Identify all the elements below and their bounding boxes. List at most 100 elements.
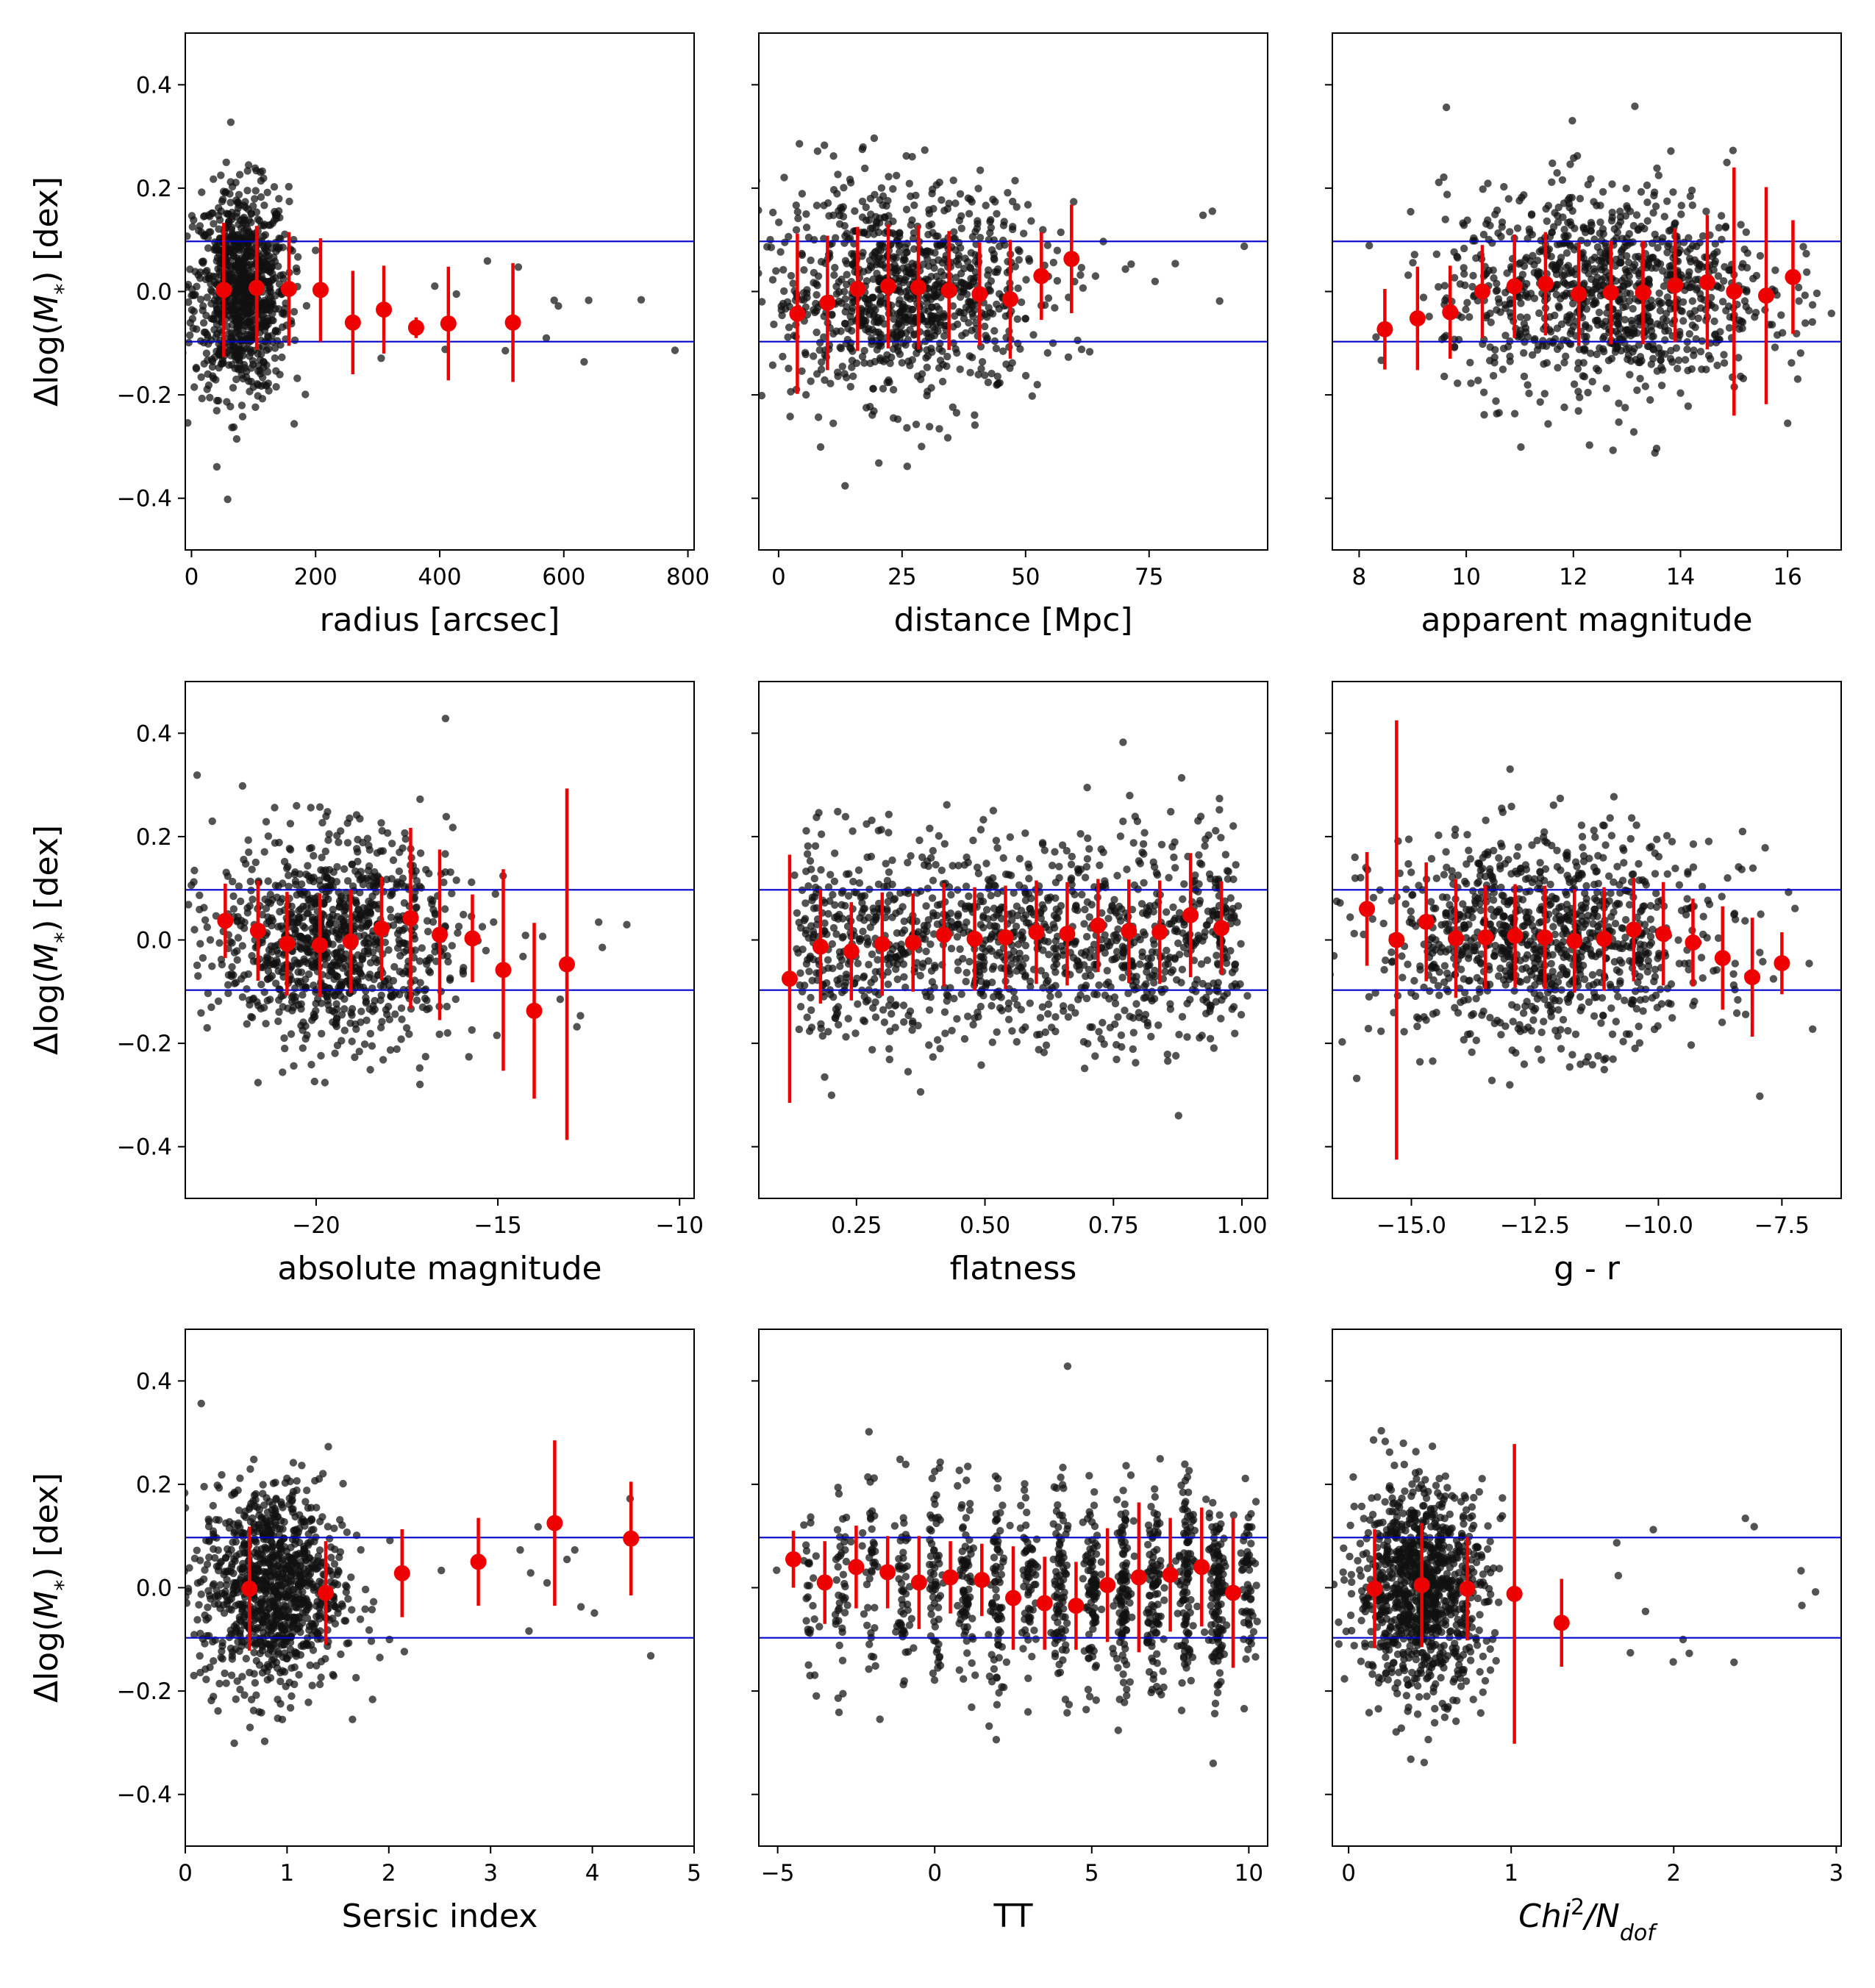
scatter-point: [317, 1052, 324, 1059]
scatter-point: [199, 302, 207, 310]
scatter-point: [1487, 343, 1494, 351]
scatter-point: [303, 302, 310, 310]
scatter-point: [257, 193, 265, 201]
scatter-point: [441, 905, 449, 912]
scatter-point: [1560, 278, 1567, 285]
scatter-point: [859, 248, 866, 256]
scatter-point: [1524, 333, 1532, 340]
scatter-point: [1009, 198, 1016, 205]
scatter-point: [843, 373, 850, 381]
scatter-point: [1029, 331, 1037, 338]
scatter-point: [1441, 282, 1449, 289]
x-axis-label: absolute magnitude: [277, 1250, 601, 1287]
scatter-point: [275, 195, 282, 202]
scatter-point: [802, 351, 810, 358]
scatter-point: [930, 264, 938, 271]
scatter-point: [423, 957, 430, 965]
scatter-point: [262, 1020, 269, 1027]
scatter-point: [234, 913, 241, 920]
scatter-point: [1114, 1013, 1121, 1020]
scatter-point: [860, 360, 868, 367]
scatter-point: [1715, 224, 1723, 232]
scatter-point: [1175, 1031, 1182, 1038]
scatter-point: [1215, 806, 1223, 813]
scatter-point: [1679, 307, 1686, 315]
scatter-point: [1526, 229, 1533, 236]
scatter-point: [991, 268, 999, 276]
scatter-point: [396, 916, 403, 923]
scatter-point: [1596, 218, 1604, 226]
scatter-point: [1657, 363, 1665, 371]
scatter-point: [454, 929, 461, 937]
scatter-point: [199, 257, 207, 265]
scatter-point: [813, 201, 821, 209]
scatter-point: [217, 207, 224, 215]
scatter-point: [1630, 428, 1638, 435]
scatter-point: [259, 395, 266, 402]
scatter-point: [281, 1045, 288, 1052]
scatter-point: [862, 295, 869, 302]
scatter-point: [377, 354, 385, 362]
scatter-point: [981, 323, 988, 330]
x-tick-label: 0: [771, 564, 786, 590]
scatter-point: [311, 1078, 318, 1085]
scatter-point: [377, 982, 385, 990]
scatter-point: [261, 299, 268, 307]
scatter-point: [1099, 1019, 1106, 1026]
scatter-point: [1651, 188, 1658, 196]
scatter-point: [841, 296, 849, 303]
scatter-point: [276, 898, 284, 906]
x-tick-label: 400: [418, 564, 461, 590]
scatter-point: [245, 970, 252, 978]
scatter-point: [416, 795, 424, 803]
y-tick-label: 0.2: [136, 176, 172, 202]
scatter-point: [1229, 905, 1237, 912]
scatter-point: [1490, 372, 1497, 379]
scatter-point: [888, 1010, 895, 1018]
scatter-point: [696, 342, 703, 349]
scatter-point: [1435, 283, 1442, 290]
scatter-point: [1685, 272, 1692, 279]
scatter-point: [993, 210, 1000, 218]
scatter-point: [1643, 182, 1651, 189]
scatter-point: [1051, 924, 1058, 932]
scatter-point: [851, 207, 858, 215]
scatter-point: [274, 262, 282, 270]
scatter-point: [207, 280, 214, 287]
binned-point: [1785, 269, 1801, 285]
scatter-point: [1138, 948, 1146, 956]
scatter-point: [965, 210, 973, 218]
scatter-point: [910, 201, 918, 209]
scatter-point: [785, 323, 793, 331]
scatter-point: [790, 871, 798, 879]
scatter-point: [867, 225, 874, 232]
y-tick-label: 0.4: [136, 721, 172, 747]
scatter-point: [908, 153, 915, 160]
scatter-point: [1065, 1013, 1072, 1020]
scatter-point: [873, 219, 880, 226]
scatter-point: [1521, 373, 1528, 380]
scatter-point: [863, 404, 870, 411]
scatter-point: [294, 968, 301, 976]
scatter-point: [1738, 263, 1746, 271]
scatter-point: [1114, 926, 1121, 933]
scatter-point: [793, 201, 800, 209]
scatter-point: [1549, 160, 1556, 167]
scatter-point: [1649, 346, 1657, 353]
scatter-point: [1505, 195, 1512, 202]
scatter-point: [1678, 201, 1685, 209]
scatter-point: [1491, 354, 1499, 361]
scatter-point: [1524, 381, 1531, 388]
scatter-point: [1497, 233, 1504, 240]
scatter-point: [1664, 293, 1671, 301]
scatter-point: [1794, 375, 1801, 382]
scatter-point: [338, 1037, 345, 1044]
scatter-point: [275, 1008, 282, 1015]
scatter-point: [835, 278, 843, 285]
scatter-point: [957, 190, 964, 198]
scatter-point: [1013, 903, 1021, 910]
scatter-point: [295, 907, 302, 914]
scatter-point: [1768, 321, 1776, 328]
scatter-point: [1175, 1112, 1182, 1119]
scatter-point: [1151, 863, 1158, 870]
